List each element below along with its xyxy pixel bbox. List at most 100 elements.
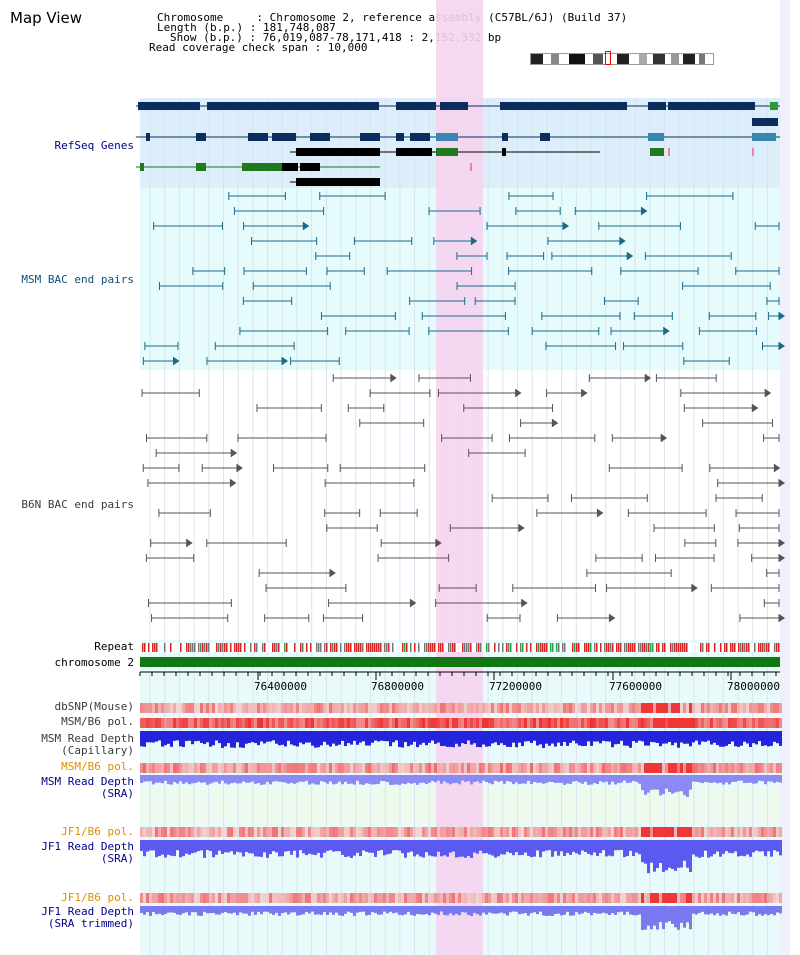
heat-cell	[503, 763, 506, 773]
depth-bar	[647, 906, 650, 926]
depth-bar	[641, 906, 644, 930]
repeat-mark	[274, 643, 276, 652]
depth-bar	[776, 906, 779, 913]
heat-cell	[248, 703, 251, 713]
heat-cell	[512, 703, 515, 713]
heat-cell	[167, 893, 170, 903]
heat-cell	[377, 893, 380, 903]
depth-bar	[410, 731, 413, 745]
heat-cell	[170, 703, 173, 713]
heat-cell	[251, 827, 254, 837]
heat-cell	[668, 703, 671, 713]
depth-bar	[482, 906, 485, 913]
depth-bar	[326, 906, 329, 915]
depth-bar	[158, 775, 161, 783]
heat-cell	[377, 763, 380, 773]
depth-bar	[650, 906, 653, 930]
depth-bar	[656, 731, 659, 744]
heat-cell	[443, 718, 446, 728]
heat-cell	[545, 827, 548, 837]
depth-bar	[692, 906, 695, 914]
depth-bar	[755, 731, 758, 745]
depth-bar	[668, 906, 671, 922]
depth-bar	[722, 775, 725, 785]
repeat-mark	[758, 643, 760, 652]
repeat-mark	[336, 643, 338, 652]
heat-cell	[719, 827, 722, 837]
heat-cell	[698, 893, 701, 903]
depth-bar	[278, 840, 281, 857]
depth-bar	[293, 906, 296, 913]
depth-bar	[530, 775, 533, 784]
depth-bar	[413, 906, 416, 916]
depth-bar	[218, 775, 221, 784]
depth-bar	[440, 775, 443, 784]
depth-bar	[188, 906, 191, 916]
heat-cell	[524, 718, 527, 728]
heat-cell	[542, 718, 545, 728]
depth-bar	[698, 775, 701, 783]
repeat-mark	[194, 643, 196, 652]
heat-cell	[251, 718, 254, 728]
depth-bar	[437, 775, 440, 781]
heat-cell	[152, 893, 155, 903]
heat-cell	[206, 763, 209, 773]
heat-cell	[605, 703, 608, 713]
repeat-mark	[766, 643, 768, 652]
heat-cell	[269, 703, 272, 713]
heat-cell	[440, 893, 443, 903]
repeat-mark	[656, 643, 658, 652]
heat-cell	[233, 718, 236, 728]
depth-bar	[647, 775, 650, 793]
coverage-span-info: Read coverage check span : 10,000	[149, 41, 368, 54]
heat-cell	[386, 827, 389, 837]
heat-cell	[740, 893, 743, 903]
depth-bar	[335, 731, 338, 746]
depth-bar	[284, 906, 287, 913]
heat-cell	[290, 827, 293, 837]
heat-cell	[773, 718, 776, 728]
depth-bar	[362, 906, 365, 912]
depth-bar	[719, 906, 722, 916]
heat-cell	[674, 827, 677, 837]
depth-bar	[479, 775, 482, 784]
depth-bar	[458, 906, 461, 916]
depth-bar	[461, 840, 464, 857]
ideogram-position-marker[interactable]	[605, 51, 611, 65]
depth-bar	[617, 731, 620, 744]
heat-cell	[638, 763, 641, 773]
depth-bar	[440, 731, 443, 746]
chromosome-ideogram[interactable]	[530, 53, 714, 65]
heat-cell	[164, 763, 167, 773]
depth-bar	[602, 775, 605, 783]
depth-bar	[332, 731, 335, 744]
heat-cell	[770, 703, 773, 713]
heat-cell	[560, 763, 563, 773]
depth-bar	[593, 840, 596, 853]
heat-cell	[305, 703, 308, 713]
depth-bar	[548, 731, 551, 746]
heat-cell	[263, 703, 266, 713]
depth-bar	[356, 775, 359, 781]
bac-arrow	[765, 389, 772, 397]
heat-cell	[410, 703, 413, 713]
repeat-mark	[152, 643, 154, 652]
depth-bar	[674, 840, 677, 871]
depth-bar	[410, 906, 413, 916]
heat-cell	[356, 718, 359, 728]
track-label-jf1-depth-sra-sub: (SRA)	[100, 852, 134, 865]
bac-arrow	[691, 584, 698, 592]
heat-cell	[542, 827, 545, 837]
heat-cell	[620, 893, 623, 903]
depth-bar	[167, 731, 170, 744]
repeat-mark	[186, 643, 188, 652]
depth-bar	[311, 840, 314, 855]
heat-cell	[326, 893, 329, 903]
heat-cell	[203, 893, 206, 903]
depth-bar	[371, 840, 374, 853]
depth-bar	[218, 906, 221, 915]
depth-bar	[761, 775, 764, 782]
depth-bar	[680, 840, 683, 868]
heat-cell	[302, 703, 305, 713]
